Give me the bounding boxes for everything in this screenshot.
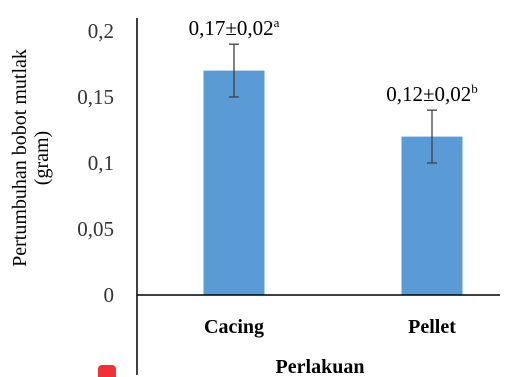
error-bar: [229, 43, 239, 98]
y-tick-label: 0: [104, 283, 115, 307]
y-axis-title: Pertumbuhan bobot mutlak (gram): [9, 49, 53, 267]
data-label: 0,17±0,02a: [189, 15, 280, 40]
category-label: Cacing: [204, 316, 264, 338]
category-labels: Cacing Pellet: [204, 316, 456, 338]
y-tick-label: 0,2: [88, 19, 114, 43]
category-label: Pellet: [408, 316, 456, 338]
red-marker: [98, 365, 116, 377]
x-axis-title: Perlakuan: [276, 356, 365, 375]
bar: [203, 70, 265, 295]
y-tick-label: 0,1: [88, 151, 114, 175]
y-axis-title-line-2: (gram): [31, 131, 53, 185]
error-bar: [427, 109, 437, 164]
y-axis-ticks: 0 0,05 0,1 0,15 0,2: [77, 19, 114, 307]
y-tick-label: 0,15: [77, 85, 114, 109]
y-tick-label: 0,05: [77, 217, 114, 241]
y-axis-title-line-1: Pertumbuhan bobot mutlak: [9, 49, 31, 267]
data-label: 0,12±0,02b: [386, 81, 478, 106]
data-labels: 0,17±0,02a 0,12±0,02b: [189, 15, 478, 106]
error-bars: [229, 43, 437, 164]
